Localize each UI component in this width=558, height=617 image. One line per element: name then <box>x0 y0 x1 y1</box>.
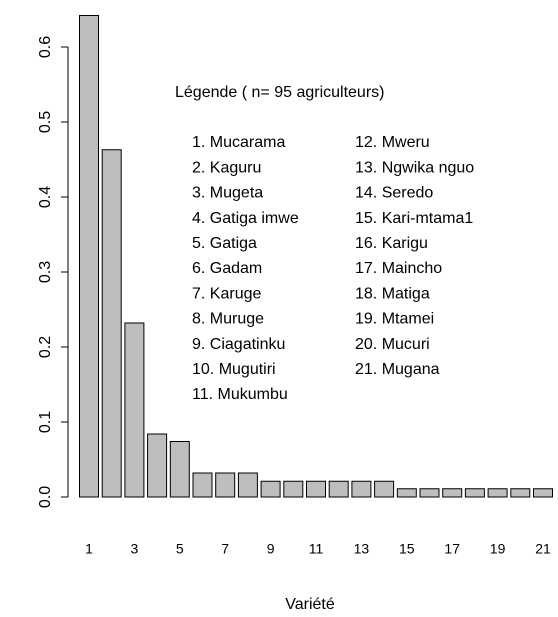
x-tick-label: 19 <box>490 541 506 557</box>
bar <box>283 480 304 498</box>
y-tick-label: 0.5 <box>37 111 54 133</box>
x-tick-label: 15 <box>399 541 415 557</box>
legend-item: 10. Mugutiri <box>192 361 276 378</box>
bar <box>101 149 122 498</box>
legend-item: 15. Kari-mtama1 <box>355 210 473 227</box>
bar <box>419 488 440 498</box>
bar <box>192 472 213 498</box>
x-tick-label: 11 <box>309 541 324 557</box>
legend-item: 11. Mukumbu <box>192 386 288 403</box>
legend-title: Légende ( n= 95 agriculteurs) <box>175 84 384 101</box>
legend-item: 4. Gatiga imwe <box>192 210 299 227</box>
legend-item: 5. Gatiga <box>192 235 257 252</box>
bar <box>374 480 395 498</box>
legend-item: 2. Kaguru <box>192 159 261 176</box>
x-tick-label: 21 <box>535 541 551 557</box>
y-tick-label: 0.0 <box>37 486 54 508</box>
y-tick-label: 0.3 <box>37 261 54 283</box>
legend-item: 3. Mugeta <box>192 185 263 202</box>
bar <box>351 480 372 498</box>
x-tick-label: 1 <box>85 541 93 557</box>
bar <box>124 322 145 498</box>
bar <box>79 15 99 498</box>
bar <box>215 472 236 498</box>
legend-item: 12. Mweru <box>355 134 430 151</box>
bar <box>464 488 485 498</box>
legend-item: 13. Ngwika nguo <box>355 159 474 176</box>
bar <box>147 433 168 498</box>
legend-item: 8. Muruge <box>192 311 264 328</box>
bar <box>169 441 190 498</box>
legend-item: 9. Ciagatinku <box>192 336 285 353</box>
legend-item: 19. Mtamei <box>355 311 434 328</box>
bar <box>260 480 281 498</box>
legend-item: 7. Karuge <box>192 285 261 302</box>
legend-item: 21. Mugana <box>355 361 440 378</box>
y-tick-label: 0.2 <box>37 336 54 358</box>
x-tick-label: 7 <box>221 541 229 557</box>
x-tick-label: 13 <box>354 541 370 557</box>
x-tick-label: 17 <box>444 541 460 557</box>
bar <box>510 488 531 498</box>
legend-item: 18. Matiga <box>355 285 430 302</box>
y-tick-label: 0.6 <box>37 36 54 58</box>
x-tick-label: 9 <box>267 541 275 557</box>
legend-item: 14. Seredo <box>355 185 433 202</box>
x-axis-label: Variété <box>285 596 335 613</box>
bar <box>237 472 258 498</box>
bar <box>487 488 508 498</box>
legend-item: 1. Mucarama <box>192 134 285 151</box>
bar <box>533 488 553 498</box>
legend-item: 16. Karigu <box>355 235 428 252</box>
legend-item: 20. Mucuri <box>355 336 430 353</box>
legend-item: 6. Gadam <box>192 260 262 277</box>
y-tick-label: 0.4 <box>37 186 54 208</box>
bar <box>306 480 326 498</box>
x-tick-label: 3 <box>131 541 139 557</box>
x-tick-label: 5 <box>176 541 184 557</box>
legend-item: 17. Maincho <box>355 260 442 277</box>
bar <box>328 480 349 498</box>
bar <box>442 488 463 498</box>
y-tick-label: 0.1 <box>37 411 54 433</box>
bar <box>396 488 417 498</box>
